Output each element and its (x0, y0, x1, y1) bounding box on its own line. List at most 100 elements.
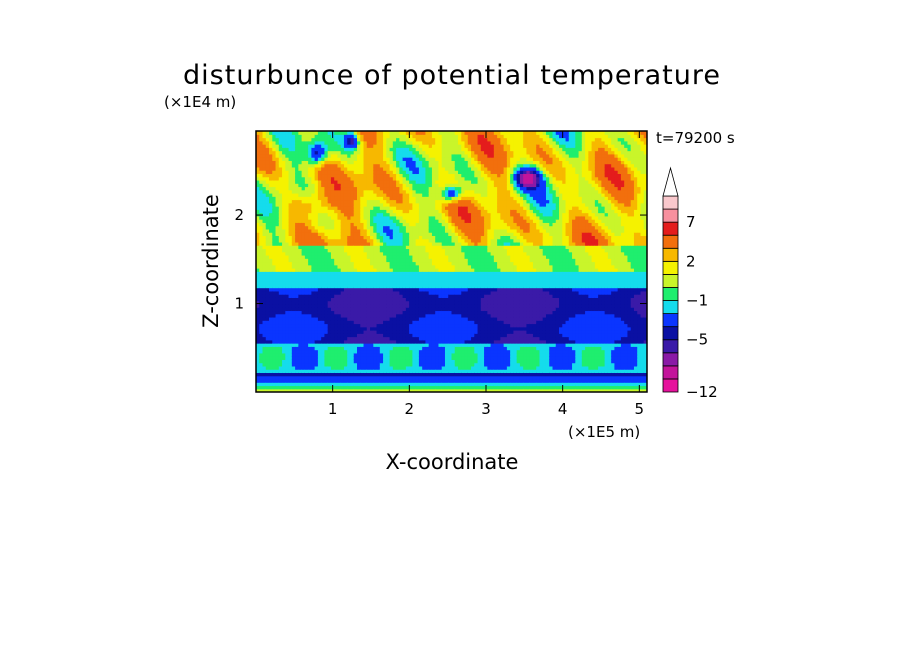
contour-cell (379, 144, 384, 148)
contour-cell (409, 294, 413, 298)
contour-cell (418, 196, 423, 201)
contour-cell (324, 150, 329, 155)
contour-cell (301, 316, 306, 321)
contour-cell (337, 196, 342, 201)
contour-cell (409, 339, 413, 344)
contour-cell (262, 330, 267, 334)
contour-cell (428, 225, 433, 230)
contour-cell (431, 166, 436, 171)
contour-cell (291, 339, 296, 344)
contour-cell (265, 215, 270, 220)
contour-cell (321, 235, 326, 240)
contour-cell (343, 349, 348, 354)
contour-cell (278, 303, 283, 308)
contour-cell (435, 316, 440, 321)
contour-cell (376, 134, 381, 139)
contour-cell (311, 199, 316, 204)
contour-cell (334, 385, 339, 390)
contour-cell (295, 251, 299, 256)
contour-cell (337, 307, 342, 312)
contour-cell (448, 375, 453, 380)
contour-cell (373, 235, 378, 240)
contour-cell (405, 183, 410, 188)
contour-cell (256, 225, 260, 230)
contour-cell (441, 228, 446, 233)
contour-cell (327, 349, 332, 354)
contour-cell (418, 369, 423, 374)
contour-cell (314, 166, 319, 171)
contour-cell (272, 222, 277, 227)
contour-cell (444, 336, 449, 341)
contour-cell (262, 264, 267, 269)
contour-cell (278, 359, 283, 364)
contour-cell (405, 192, 410, 197)
contour-cell (418, 245, 423, 250)
contour-cell (256, 261, 260, 266)
contour-cell (415, 150, 420, 155)
contour-cell (259, 131, 264, 135)
contour-cell (383, 281, 387, 285)
contour-cell (282, 281, 286, 285)
contour-cell (275, 202, 280, 207)
contour-cell (441, 320, 446, 325)
contour-cell (308, 369, 312, 374)
contour-cell (301, 219, 306, 223)
contour-cell (298, 388, 303, 392)
contour-cell (448, 241, 453, 246)
contour-cell (301, 290, 306, 295)
contour-cell (418, 316, 423, 321)
contour-cell (405, 372, 410, 377)
contour-cell (347, 186, 352, 191)
contour-cell (272, 238, 277, 243)
contour-cell (327, 346, 332, 351)
contour-cell (376, 140, 381, 145)
contour-cell (379, 225, 384, 230)
contour-cell (370, 157, 374, 161)
contour-cell (295, 225, 299, 230)
contour-cell (366, 284, 371, 289)
contour-cell (392, 294, 397, 298)
contour-cell (415, 300, 420, 305)
contour-cell (269, 333, 273, 338)
contour-cell (366, 330, 371, 334)
contour-cell (259, 186, 264, 191)
contour-cell (304, 388, 309, 392)
contour-cell (441, 183, 446, 188)
contour-cell (285, 173, 290, 178)
contour-cell (314, 290, 319, 295)
contour-cell (282, 356, 286, 360)
contour-cell (295, 310, 299, 315)
contour-cell (311, 307, 316, 312)
contour-cell (418, 157, 423, 161)
contour-cell (431, 274, 436, 279)
contour-cell (448, 264, 453, 269)
contour-cell (295, 179, 299, 184)
contour-cell (418, 153, 423, 158)
contour-cell (422, 310, 427, 315)
contour-cell (259, 349, 264, 354)
contour-cell (330, 225, 335, 230)
contour-cell (295, 346, 299, 351)
contour-cell (435, 235, 440, 240)
contour-cell (422, 225, 427, 230)
contour-cell (347, 307, 352, 312)
contour-cell (454, 284, 459, 289)
contour-cell (265, 199, 270, 204)
contour-cell (269, 277, 273, 282)
contour-cell (262, 209, 267, 214)
contour-cell (409, 192, 413, 197)
contour-cell (383, 228, 387, 233)
contour-cell (321, 356, 326, 360)
contour-cell (275, 268, 280, 272)
contour-cell (353, 264, 358, 269)
contour-cell (308, 170, 312, 175)
contour-cell (392, 228, 397, 233)
contour-cell (295, 153, 299, 158)
contour-cell (441, 192, 446, 197)
contour-cell (259, 251, 264, 256)
contour-cell (441, 287, 446, 292)
contour-cell (415, 202, 420, 207)
contour-cell (370, 307, 374, 312)
contour-cell (405, 294, 410, 298)
contour-cell (454, 294, 459, 298)
